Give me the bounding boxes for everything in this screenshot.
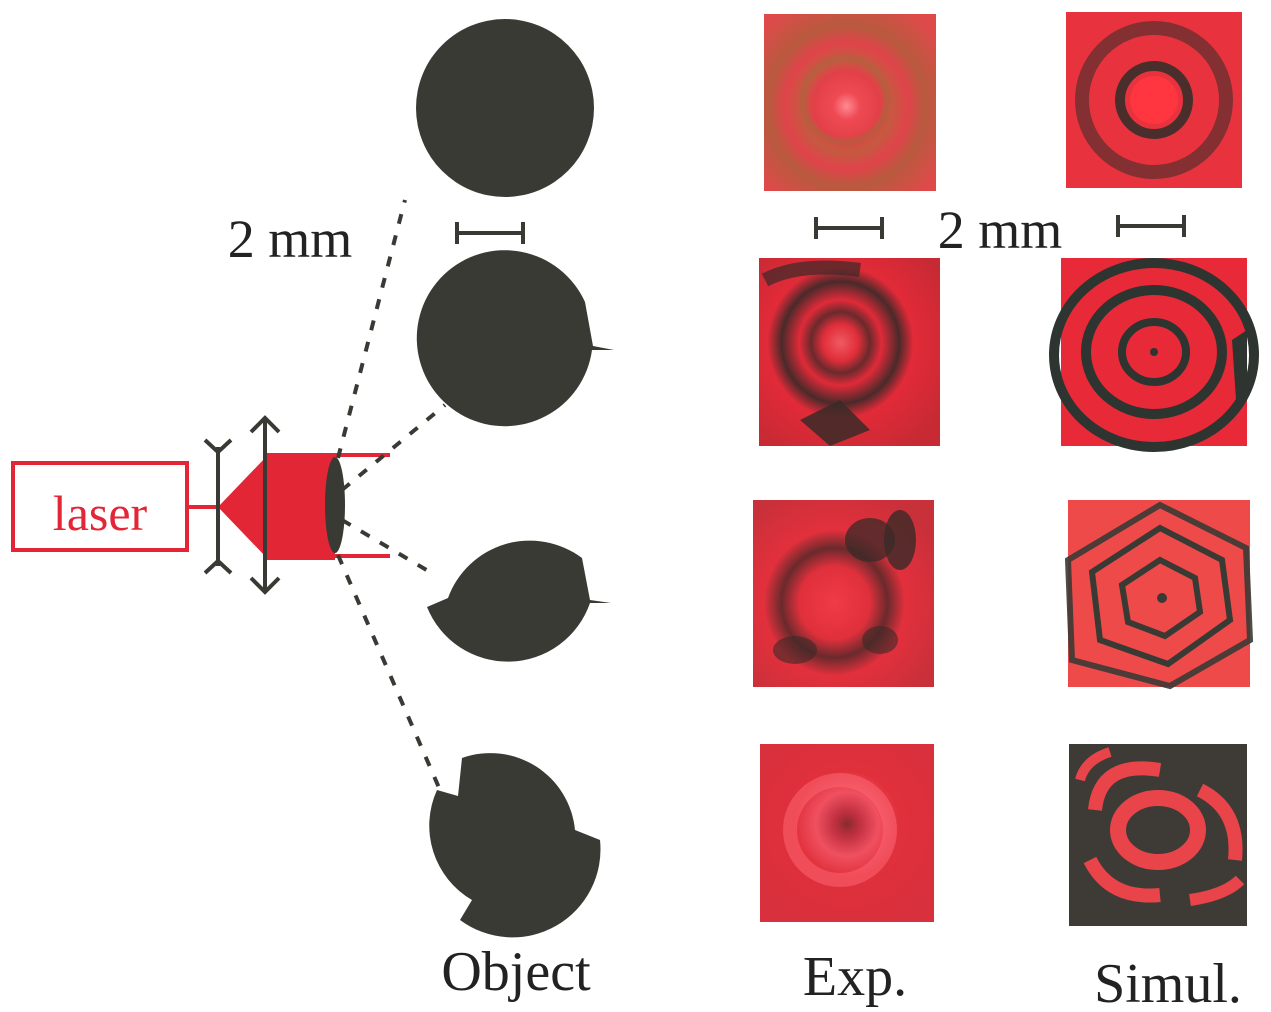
object-column [416, 19, 614, 938]
simul-pattern-1 [1066, 12, 1242, 188]
scale-label-right: 2 mm [938, 200, 1063, 260]
scale-label-left: 2 mm [228, 209, 353, 269]
object-plate [325, 457, 345, 553]
laser-label: laser [53, 485, 148, 541]
simul-pattern-2 [1049, 258, 1259, 452]
scale-bar-exp [814, 217, 884, 239]
scale-bar-simul [1116, 215, 1186, 237]
beam-cone [218, 458, 265, 556]
object-disk-4 [429, 753, 601, 938]
connector-lines [336, 199, 447, 791]
simul-pattern-3 [1064, 500, 1254, 690]
simul-column [1049, 12, 1259, 926]
scale-bar-left [455, 222, 525, 244]
object-disk-3 [427, 540, 611, 662]
laser-setup: laser [11, 415, 390, 595]
exp-pattern-1 [764, 14, 936, 191]
column-label-exp: Exp. [803, 946, 907, 1008]
exp-pattern-2 [759, 258, 940, 446]
concave-lens-icon [203, 438, 233, 575]
exp-pattern-4 [760, 744, 934, 922]
object-disk-2 [416, 250, 614, 427]
collimated-beam [265, 453, 335, 560]
simul-pattern-4 [1069, 744, 1247, 926]
exp-pattern-3 [753, 500, 934, 687]
convex-lens-icon [249, 415, 281, 595]
exp-column [753, 14, 940, 922]
column-label-object: Object [441, 941, 591, 1003]
column-label-simul: Simul. [1094, 953, 1242, 1012]
object-disk-1 [416, 19, 594, 197]
laser-box [11, 461, 189, 552]
